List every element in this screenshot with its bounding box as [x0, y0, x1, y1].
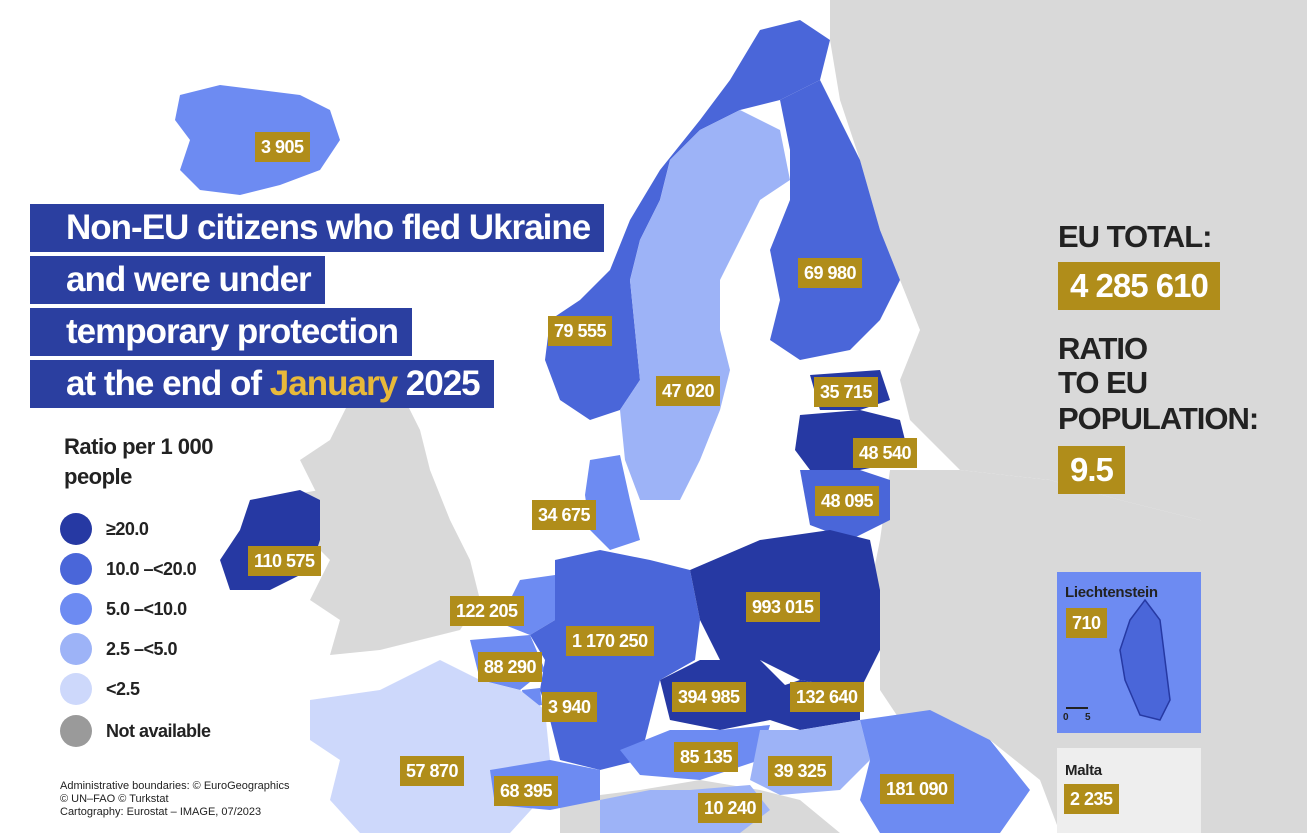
country-value-slovenia: 10 240 [698, 793, 763, 823]
malta-title: Malta [1065, 762, 1102, 779]
legend-swatch [60, 593, 92, 625]
eu-total-heading: EU TOTAL: [1058, 219, 1212, 254]
liechtenstein-value: 710 [1066, 608, 1107, 638]
country-value-estonia: 35 715 [814, 377, 879, 407]
liechtenstein-scale-5: 5 [1085, 712, 1091, 723]
country-value-lithuania: 48 095 [815, 486, 880, 516]
liechtenstein-title: Liechtenstein [1065, 584, 1158, 601]
legend-item: 5.0 –<10.0 [60, 592, 187, 626]
country-value-austria: 85 135 [674, 742, 739, 772]
title-line-3: temporary protection [30, 308, 412, 356]
credits-line-1: Administrative boundaries: © EuroGeograp… [60, 780, 290, 792]
liechtenstein-scale-0: 0 [1063, 712, 1069, 723]
sweden-shape [620, 110, 790, 500]
title-month: January [269, 364, 398, 403]
ratio-value: 9.5 [1058, 446, 1125, 494]
legend-label: Not available [106, 720, 211, 741]
country-value-germany: 1 170 250 [566, 626, 654, 656]
legend-item: 10.0 –<20.0 [60, 552, 197, 586]
credits: Administrative boundaries: © EuroGeograp… [60, 780, 360, 819]
legend-label: 5.0 –<10.0 [106, 598, 187, 619]
title-text-4-prefix: at the end of [66, 364, 262, 403]
uk-region [300, 390, 480, 655]
country-value-switzerland: 68 395 [494, 776, 559, 806]
country-value-denmark: 34 675 [532, 500, 597, 530]
credits-line-3: Cartography: Eurostat – IMAGE, 07/2023 [60, 806, 262, 818]
title-line-1: Non-EU citizens who fled Ukraine [30, 204, 605, 252]
norway-shape [545, 20, 830, 420]
legend-swatch [60, 633, 92, 665]
legend-title: Ratio per 1 000 people [64, 434, 214, 489]
country-value-czechia: 394 985 [672, 682, 746, 712]
ratio-heading-2: TO EU [1058, 365, 1148, 400]
legend-label: 2.5 –<5.0 [106, 638, 178, 659]
country-value-slovakia: 132 640 [790, 682, 864, 712]
country-value-latvia: 48 540 [853, 438, 918, 468]
country-value-france: 57 870 [400, 756, 465, 786]
finland-shape [770, 80, 900, 360]
legend-swatch [60, 715, 92, 747]
italy-shape [600, 790, 690, 833]
title-text-2: and were under [66, 260, 312, 299]
legend-item: Not available [60, 714, 211, 748]
france-shape [310, 660, 550, 833]
malta-value: 2 235 [1064, 784, 1119, 814]
country-value-belgium: 88 290 [478, 652, 543, 682]
legend-swatch [60, 553, 92, 585]
title-text-3: temporary protection [66, 312, 399, 351]
legend-item: ≥20.0 [60, 512, 149, 546]
country-value-romania: 181 090 [880, 774, 954, 804]
country-value-poland: 993 015 [746, 592, 820, 622]
country-value-iceland: 3 905 [255, 132, 310, 162]
title-text-1: Non-EU citizens who fled Ukraine [66, 208, 591, 247]
legend-swatch [60, 513, 92, 545]
legend-swatch [60, 673, 92, 705]
country-value-hungary: 39 325 [768, 756, 833, 786]
legend-label: 10.0 –<20.0 [106, 558, 197, 579]
ratio-heading-1: RATIO [1058, 331, 1148, 366]
legend-label: ≥20.0 [106, 518, 149, 539]
country-value-ireland: 110 575 [248, 546, 321, 576]
country-value-finland: 69 980 [798, 258, 863, 288]
country-value-sweden: 47 020 [656, 376, 721, 406]
legend-label: <2.5 [106, 678, 140, 699]
eu-total-value: 4 285 610 [1058, 262, 1220, 310]
credits-line-2: © UN–FAO © Turkstat [60, 793, 169, 805]
liechtenstein-shape [1119, 598, 1171, 721]
title-line-4: at the end of January 2025 [30, 360, 494, 408]
country-value-netherlands: 122 205 [450, 596, 524, 626]
title-year: 2025 [405, 364, 481, 403]
title-line-2: and were under [30, 256, 325, 304]
ratio-heading-3: POPULATION: [1058, 401, 1259, 436]
legend-item: <2.5 [60, 672, 140, 706]
denmark-shape [585, 455, 640, 550]
country-value-norway: 79 555 [548, 316, 613, 346]
country-value-luxembourg: 3 940 [542, 692, 597, 722]
legend-item: 2.5 –<5.0 [60, 632, 178, 666]
